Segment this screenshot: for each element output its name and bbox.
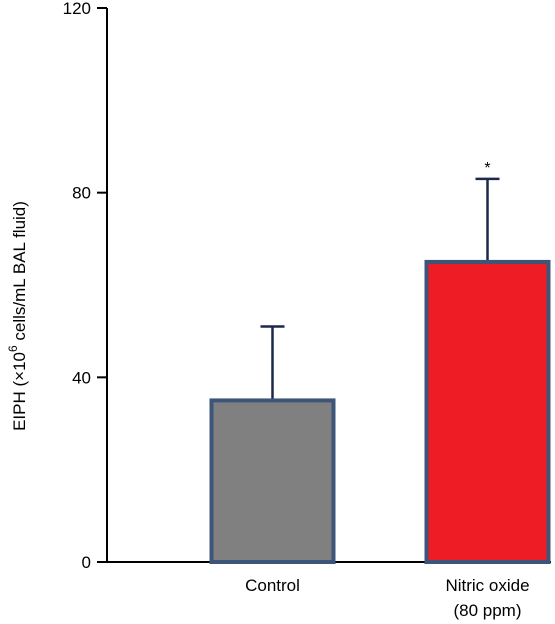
bars (209, 177, 551, 564)
y-tick-label-1: 40 (72, 368, 91, 387)
significance-marker-1: * (484, 160, 490, 177)
y-axis-label: EIPH (×106 cells/mL BAL fluid) (6, 201, 29, 431)
category-label-line-1-1: (80 ppm) (453, 601, 521, 620)
y-tick-label-3: 120 (63, 0, 91, 18)
bar-1 (424, 259, 551, 564)
y-axis-label-post: cells/mL BAL fluid) (10, 201, 29, 345)
y-tick-label-2: 80 (72, 184, 91, 203)
y-tick-label-0: 0 (82, 553, 91, 572)
category-label-line-1-0: Nitric oxide (445, 576, 529, 595)
axes: 0 40 80 120 (63, 0, 551, 572)
category-label-0: Control (245, 576, 300, 595)
y-axis-label-pre: EIPH (×10 (10, 352, 29, 431)
y-axis-label-sup: 6 (6, 345, 20, 352)
category-label-line-0-0: Control (245, 576, 300, 595)
labels: Control * Nitric oxide (80 ppm) (245, 160, 529, 620)
bar-0 (209, 398, 336, 564)
category-label-1: Nitric oxide (80 ppm) (445, 576, 529, 620)
